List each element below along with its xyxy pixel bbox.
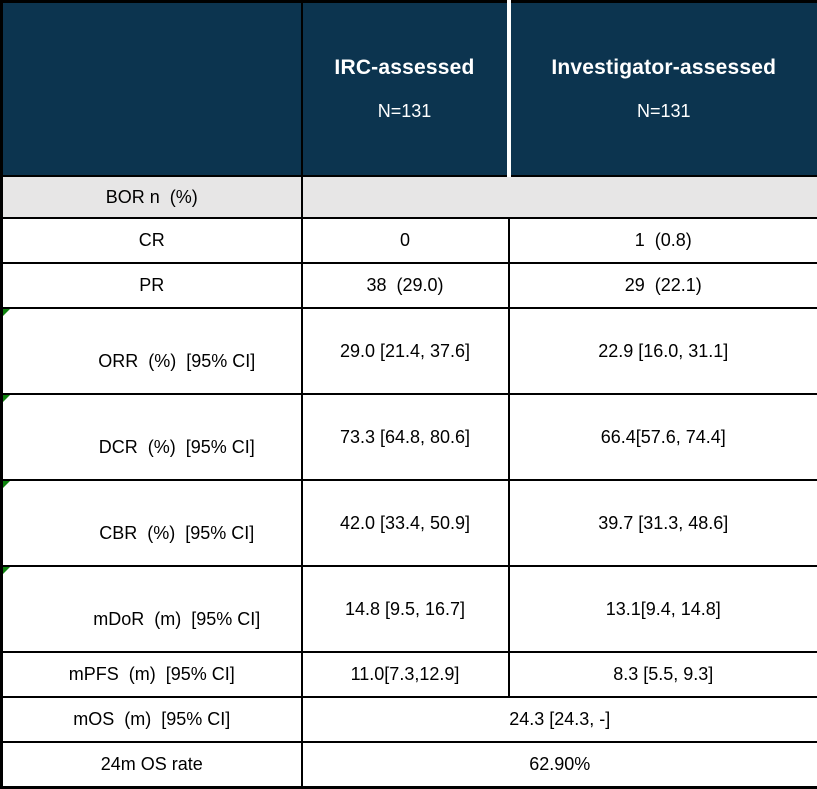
row-label-mdor-text: mDoR (m) [95% CI] — [93, 609, 260, 629]
merged-value-mos[interactable]: 24.3 [24.3, -] — [302, 697, 817, 742]
irc-header-n: N=131 — [378, 101, 432, 122]
column-header-investigator[interactable]: Investigator-assessed N=131 — [509, 2, 817, 177]
table-row-dcr: DCR (%) [95% CI] 73.3 [64.8, 80.6] 66.4[… — [2, 394, 817, 480]
row-label-mos[interactable]: mOS (m) [95% CI] — [2, 697, 302, 742]
row-label-mpfs[interactable]: mPFS (m) [95% CI] — [2, 652, 302, 697]
investigator-value-cr[interactable]: 1 (0.8) — [509, 218, 817, 263]
error-flag-icon — [3, 309, 10, 316]
investigator-value-cbr[interactable]: 39.7 [31.3, 48.6] — [509, 480, 817, 566]
table-row-bor: BOR n (%) — [2, 176, 817, 218]
table-row-cr: CR 0 1 (0.8) — [2, 218, 817, 263]
irc-value-pr[interactable]: 38 (29.0) — [302, 263, 509, 308]
row-label-24m-os-rate[interactable]: 24m OS rate — [2, 742, 302, 787]
error-flag-icon — [3, 481, 10, 488]
irc-header-label: IRC-assessed — [334, 56, 474, 80]
row-label-dcr-text: DCR (%) [95% CI] — [99, 437, 255, 457]
investigator-value-mpfs[interactable]: 8.3 [5.5, 9.3] — [509, 652, 817, 697]
table-row-cbr: CBR (%) [95% CI] 42.0 [33.4, 50.9] 39.7 … — [2, 480, 817, 566]
irc-value-orr[interactable]: 29.0 [21.4, 37.6] — [302, 308, 509, 394]
investigator-header-n: N=131 — [637, 101, 691, 122]
row-label-pr[interactable]: PR — [2, 263, 302, 308]
column-header-irc[interactable]: IRC-assessed N=131 — [302, 2, 509, 177]
row-label-dcr[interactable]: DCR (%) [95% CI] — [2, 394, 302, 480]
bor-empty-merged-cell[interactable] — [302, 176, 817, 218]
irc-value-cr[interactable]: 0 — [302, 218, 509, 263]
row-label-cbr-text: CBR (%) [95% CI] — [99, 523, 254, 543]
row-label-orr[interactable]: ORR (%) [95% CI] — [2, 308, 302, 394]
irc-header-stack: IRC-assessed N=131 — [307, 45, 503, 133]
investigator-value-dcr[interactable]: 66.4[57.6, 74.4] — [509, 394, 817, 480]
row-label-cbr[interactable]: CBR (%) [95% CI] — [2, 480, 302, 566]
table-row-mos: mOS (m) [95% CI] 24.3 [24.3, -] — [2, 697, 817, 742]
table-row-pr: PR 38 (29.0) 29 (22.1) — [2, 263, 817, 308]
investigator-value-orr[interactable]: 22.9 [16.0, 31.1] — [509, 308, 817, 394]
irc-value-dcr[interactable]: 73.3 [64.8, 80.6] — [302, 394, 509, 480]
table-row-mpfs: mPFS (m) [95% CI] 11.0[7.3,12.9] 8.3 [5.… — [2, 652, 817, 697]
investigator-header-label: Investigator-assessed — [551, 56, 776, 80]
row-label-orr-text: ORR (%) [95% CI] — [98, 351, 255, 371]
investigator-value-mdor[interactable]: 13.1[9.4, 14.8] — [509, 566, 817, 652]
row-label-cr[interactable]: CR — [2, 218, 302, 263]
error-flag-icon — [3, 567, 10, 574]
table-row-24m-os-rate: 24m OS rate 62.90% — [2, 742, 817, 787]
row-label-mdor[interactable]: mDoR (m) [95% CI] — [2, 566, 302, 652]
efficacy-results-table-screenshot: IRC-assessed N=131 Investigator-assessed… — [0, 0, 817, 541]
table-row-orr: ORR (%) [95% CI] 29.0 [21.4, 37.6] 22.9 … — [2, 308, 817, 394]
merged-value-24m-os-rate[interactable]: 62.90% — [302, 742, 817, 787]
header-corner-cell — [2, 2, 302, 177]
irc-value-cbr[interactable]: 42.0 [33.4, 50.9] — [302, 480, 509, 566]
investigator-header-stack: Investigator-assessed N=131 — [515, 45, 814, 133]
irc-value-mpfs[interactable]: 11.0[7.3,12.9] — [302, 652, 509, 697]
table-header-row: IRC-assessed N=131 Investigator-assessed… — [2, 2, 817, 177]
investigator-value-pr[interactable]: 29 (22.1) — [509, 263, 817, 308]
irc-value-mdor[interactable]: 14.8 [9.5, 16.7] — [302, 566, 509, 652]
table-row-mdor: mDoR (m) [95% CI] 14.8 [9.5, 16.7] 13.1[… — [2, 566, 817, 652]
error-flag-icon — [3, 395, 10, 402]
row-label-bor[interactable]: BOR n (%) — [2, 176, 302, 218]
